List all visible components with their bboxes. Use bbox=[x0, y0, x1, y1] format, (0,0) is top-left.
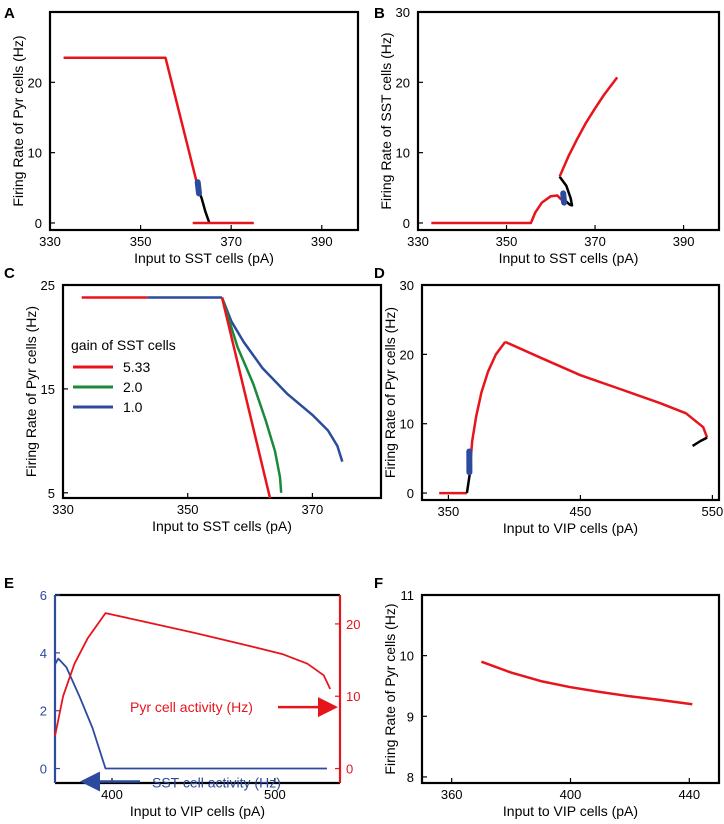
y-tick-label: 15 bbox=[41, 382, 55, 397]
y-axis-label: Firing Rate of SST cells (Hz) bbox=[378, 32, 394, 209]
y2-tick-label: 10 bbox=[346, 689, 360, 704]
y-axis-label: Firing Rate of Pyr cells (Hz) bbox=[382, 603, 398, 774]
legend-entry-label: 1.0 bbox=[123, 399, 143, 415]
panel-b: B 330 350 370 390 0 10 20 30 Input to SST cells (… bbox=[374, 5, 721, 266]
x-tick-label: 390 bbox=[311, 234, 333, 249]
series-bifurcation bbox=[194, 179, 202, 197]
x-axis-label: Input to VIP cells (pA) bbox=[130, 803, 265, 819]
y-tick-label: 20 bbox=[400, 347, 414, 362]
x-tick-label: 390 bbox=[673, 234, 695, 249]
y-tick-label: 30 bbox=[400, 278, 414, 293]
panel-c: C 330 350 370 5 15 25 Input to SST cells (pA) Fi… bbox=[4, 265, 383, 534]
x-tick-label: 330 bbox=[407, 234, 429, 249]
x-axis-label: Input to VIP cells (pA) bbox=[503, 520, 638, 536]
legend-title: gain of SST cells bbox=[71, 337, 176, 353]
series-unstable-high bbox=[691, 436, 708, 447]
series-unstable bbox=[558, 175, 574, 207]
x-tick-label: 350 bbox=[130, 234, 152, 249]
x-axis-label: Input to VIP cells (pA) bbox=[503, 803, 638, 819]
x-tick-label: 440 bbox=[678, 787, 700, 802]
series-pyr bbox=[480, 660, 693, 706]
y-axis-label: Firing Rate of Pyr cells (Hz) bbox=[23, 306, 39, 477]
x-tick-label: 400 bbox=[560, 787, 582, 802]
y-tick-label: 4 bbox=[40, 646, 47, 661]
y-tick-label: 9 bbox=[407, 709, 414, 724]
series-high-branch bbox=[558, 76, 619, 178]
y-tick-label: 0 bbox=[40, 762, 47, 777]
y-tick-label: 25 bbox=[41, 278, 55, 293]
x-tick-label: 330 bbox=[39, 234, 61, 249]
y2-tick-label: 0 bbox=[346, 762, 353, 777]
y2-tick-label: 20 bbox=[346, 617, 360, 632]
y-axis-label: Firing Rate of Pyr cells (Hz) bbox=[10, 35, 26, 206]
panel-label: B bbox=[374, 5, 385, 22]
y-tick-label: 10 bbox=[396, 146, 410, 161]
x-tick-label: 330 bbox=[52, 502, 74, 517]
plot-frame bbox=[420, 593, 721, 785]
series-low-branch bbox=[431, 194, 563, 225]
series-sst-activity bbox=[54, 657, 327, 770]
panel-e: E 400 500 0 2 4 6 0 10 20 Input to VIP cells (pA) P… bbox=[4, 575, 360, 819]
y-tick-label: 5 bbox=[48, 486, 55, 501]
series-decline bbox=[504, 340, 709, 439]
y-tick-label: 20 bbox=[28, 75, 42, 90]
series-gain-1-0 bbox=[220, 297, 344, 462]
x-tick-label: 370 bbox=[302, 502, 324, 517]
x-tick-label: 400 bbox=[101, 787, 123, 802]
y-tick-label: 2 bbox=[40, 704, 47, 719]
x-axis-label: Input to SST cells (pA) bbox=[134, 250, 274, 266]
x-axis-label: Input to SST cells (pA) bbox=[152, 518, 292, 534]
sst-arrow-head bbox=[80, 771, 100, 792]
series-stable-high bbox=[63, 56, 201, 194]
y-tick-label: 6 bbox=[40, 588, 47, 603]
series-pyr-activity bbox=[54, 612, 332, 737]
y-tick-label: 0 bbox=[403, 216, 410, 231]
y-tick-label: 0 bbox=[35, 216, 42, 231]
x-tick-label: 500 bbox=[264, 787, 286, 802]
panel-f: F 360 400 440 8 9 10 11 Input to VIP cells (pA) F… bbox=[374, 575, 721, 819]
series-rise bbox=[468, 341, 507, 466]
y-tick-label: 8 bbox=[407, 770, 414, 785]
panel-a: A 330 350 370 390 0 10 20 Input to SST cells (pA… bbox=[4, 5, 360, 266]
x-tick-label: 550 bbox=[702, 504, 724, 519]
y-tick-label: 0 bbox=[407, 486, 414, 501]
x-tick-label: 370 bbox=[584, 234, 606, 249]
panel-label: A bbox=[4, 5, 15, 22]
y-tick-label: 11 bbox=[401, 588, 415, 603]
plot-frame bbox=[416, 10, 721, 232]
series-bifurcation bbox=[560, 190, 568, 206]
x-tick-label: 360 bbox=[441, 787, 463, 802]
x-axis-label: Input to SST cells (pA) bbox=[499, 250, 639, 266]
panel-label: F bbox=[374, 575, 383, 592]
x-tick-label: 350 bbox=[177, 502, 199, 517]
legend-entry-label: 5.33 bbox=[123, 359, 150, 375]
y-tick-label: 10 bbox=[28, 146, 42, 161]
series-gain-5-33 bbox=[220, 297, 272, 499]
legend: gain of SST cells 5.33 2.0 1.0 bbox=[71, 337, 176, 415]
plot-frame bbox=[61, 283, 383, 500]
series-gain-2-0 bbox=[220, 297, 283, 493]
pyr-activity-annotation: Pyr cell activity (Hz) bbox=[130, 699, 253, 715]
y-tick-label: 20 bbox=[396, 75, 410, 90]
y-axis-label: Firing Rate of Pyr cells (Hz) bbox=[382, 307, 398, 478]
pyr-arrow-head bbox=[318, 697, 338, 718]
y-tick-label: 10 bbox=[400, 649, 414, 664]
y-tick-label: 10 bbox=[400, 417, 414, 432]
plot-frame bbox=[48, 10, 360, 232]
legend-entry-label: 2.0 bbox=[123, 379, 143, 395]
panel-label: D bbox=[374, 265, 385, 282]
plot-frame bbox=[420, 283, 721, 502]
x-tick-label: 350 bbox=[496, 234, 518, 249]
y-tick-label: 30 bbox=[396, 5, 410, 20]
sst-activity-annotation: SST cell activity (Hz) bbox=[152, 775, 281, 791]
x-tick-label: 370 bbox=[220, 234, 242, 249]
x-tick-label: 350 bbox=[438, 504, 460, 519]
panel-label: C bbox=[4, 265, 15, 282]
x-tick-label: 450 bbox=[570, 504, 592, 519]
panel-d: D 350 450 550 0 10 20 30 Input to VIP cells (pA)… bbox=[374, 265, 723, 536]
panel-label: E bbox=[4, 575, 14, 592]
